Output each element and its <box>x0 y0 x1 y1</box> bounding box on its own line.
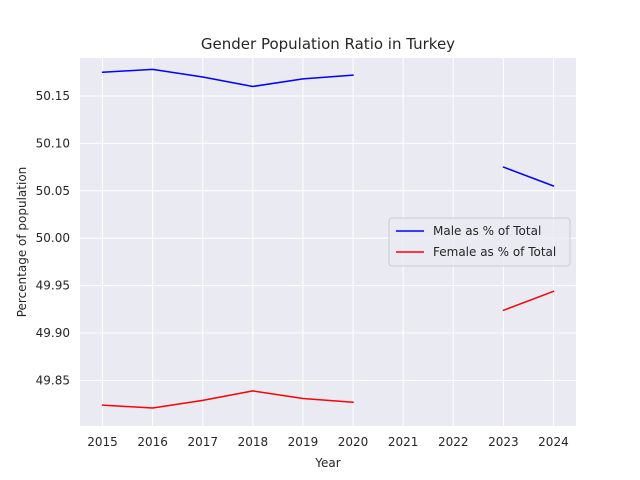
series-line-1 <box>502 290 555 312</box>
series-line-0 <box>101 68 354 88</box>
series-line-1 <box>101 390 354 409</box>
y-tick-label: 50.15 <box>36 89 70 103</box>
legend-label-0: Male as % of Total <box>433 224 541 238</box>
y-tick-label: 50.10 <box>36 136 70 150</box>
y-tick-label: 49.90 <box>36 326 70 340</box>
y-axis-ticks: 49.85 49.90 49.95 50.00 50.05 50.10 50.15 <box>36 89 70 388</box>
x-axis-ticks: 2015 2016 2017 2018 2019 2020 2021 2022 2023 2024 <box>87 435 568 449</box>
y-tick-label: 50.05 <box>36 184 70 198</box>
legend-label-1: Female as % of Total <box>433 245 556 259</box>
x-tick-label: 2019 <box>288 435 319 449</box>
x-tick-label: 2017 <box>187 435 218 449</box>
x-tick-label: 2020 <box>338 435 369 449</box>
series-line-0 <box>502 166 555 187</box>
x-tick-label: 2021 <box>388 435 419 449</box>
y-tick-label: 50.00 <box>36 231 70 245</box>
x-tick-label: 2015 <box>87 435 118 449</box>
legend: Male as % of Total Female as % of Total <box>388 217 571 267</box>
x-axis-label: Year <box>314 456 340 470</box>
chart-title: Gender Population Ratio in Turkey <box>201 35 455 53</box>
x-tick-label: 2018 <box>238 435 269 449</box>
legend-box <box>388 217 571 267</box>
y-axis-label: Percentage of population <box>15 167 29 318</box>
x-tick-label: 2023 <box>488 435 519 449</box>
y-tick-label: 49.95 <box>36 279 70 293</box>
y-tick-label: 49.85 <box>36 373 70 387</box>
x-tick-label: 2024 <box>538 435 569 449</box>
x-tick-label: 2016 <box>137 435 168 449</box>
series-layer <box>101 68 555 409</box>
x-tick-label: 2022 <box>438 435 469 449</box>
